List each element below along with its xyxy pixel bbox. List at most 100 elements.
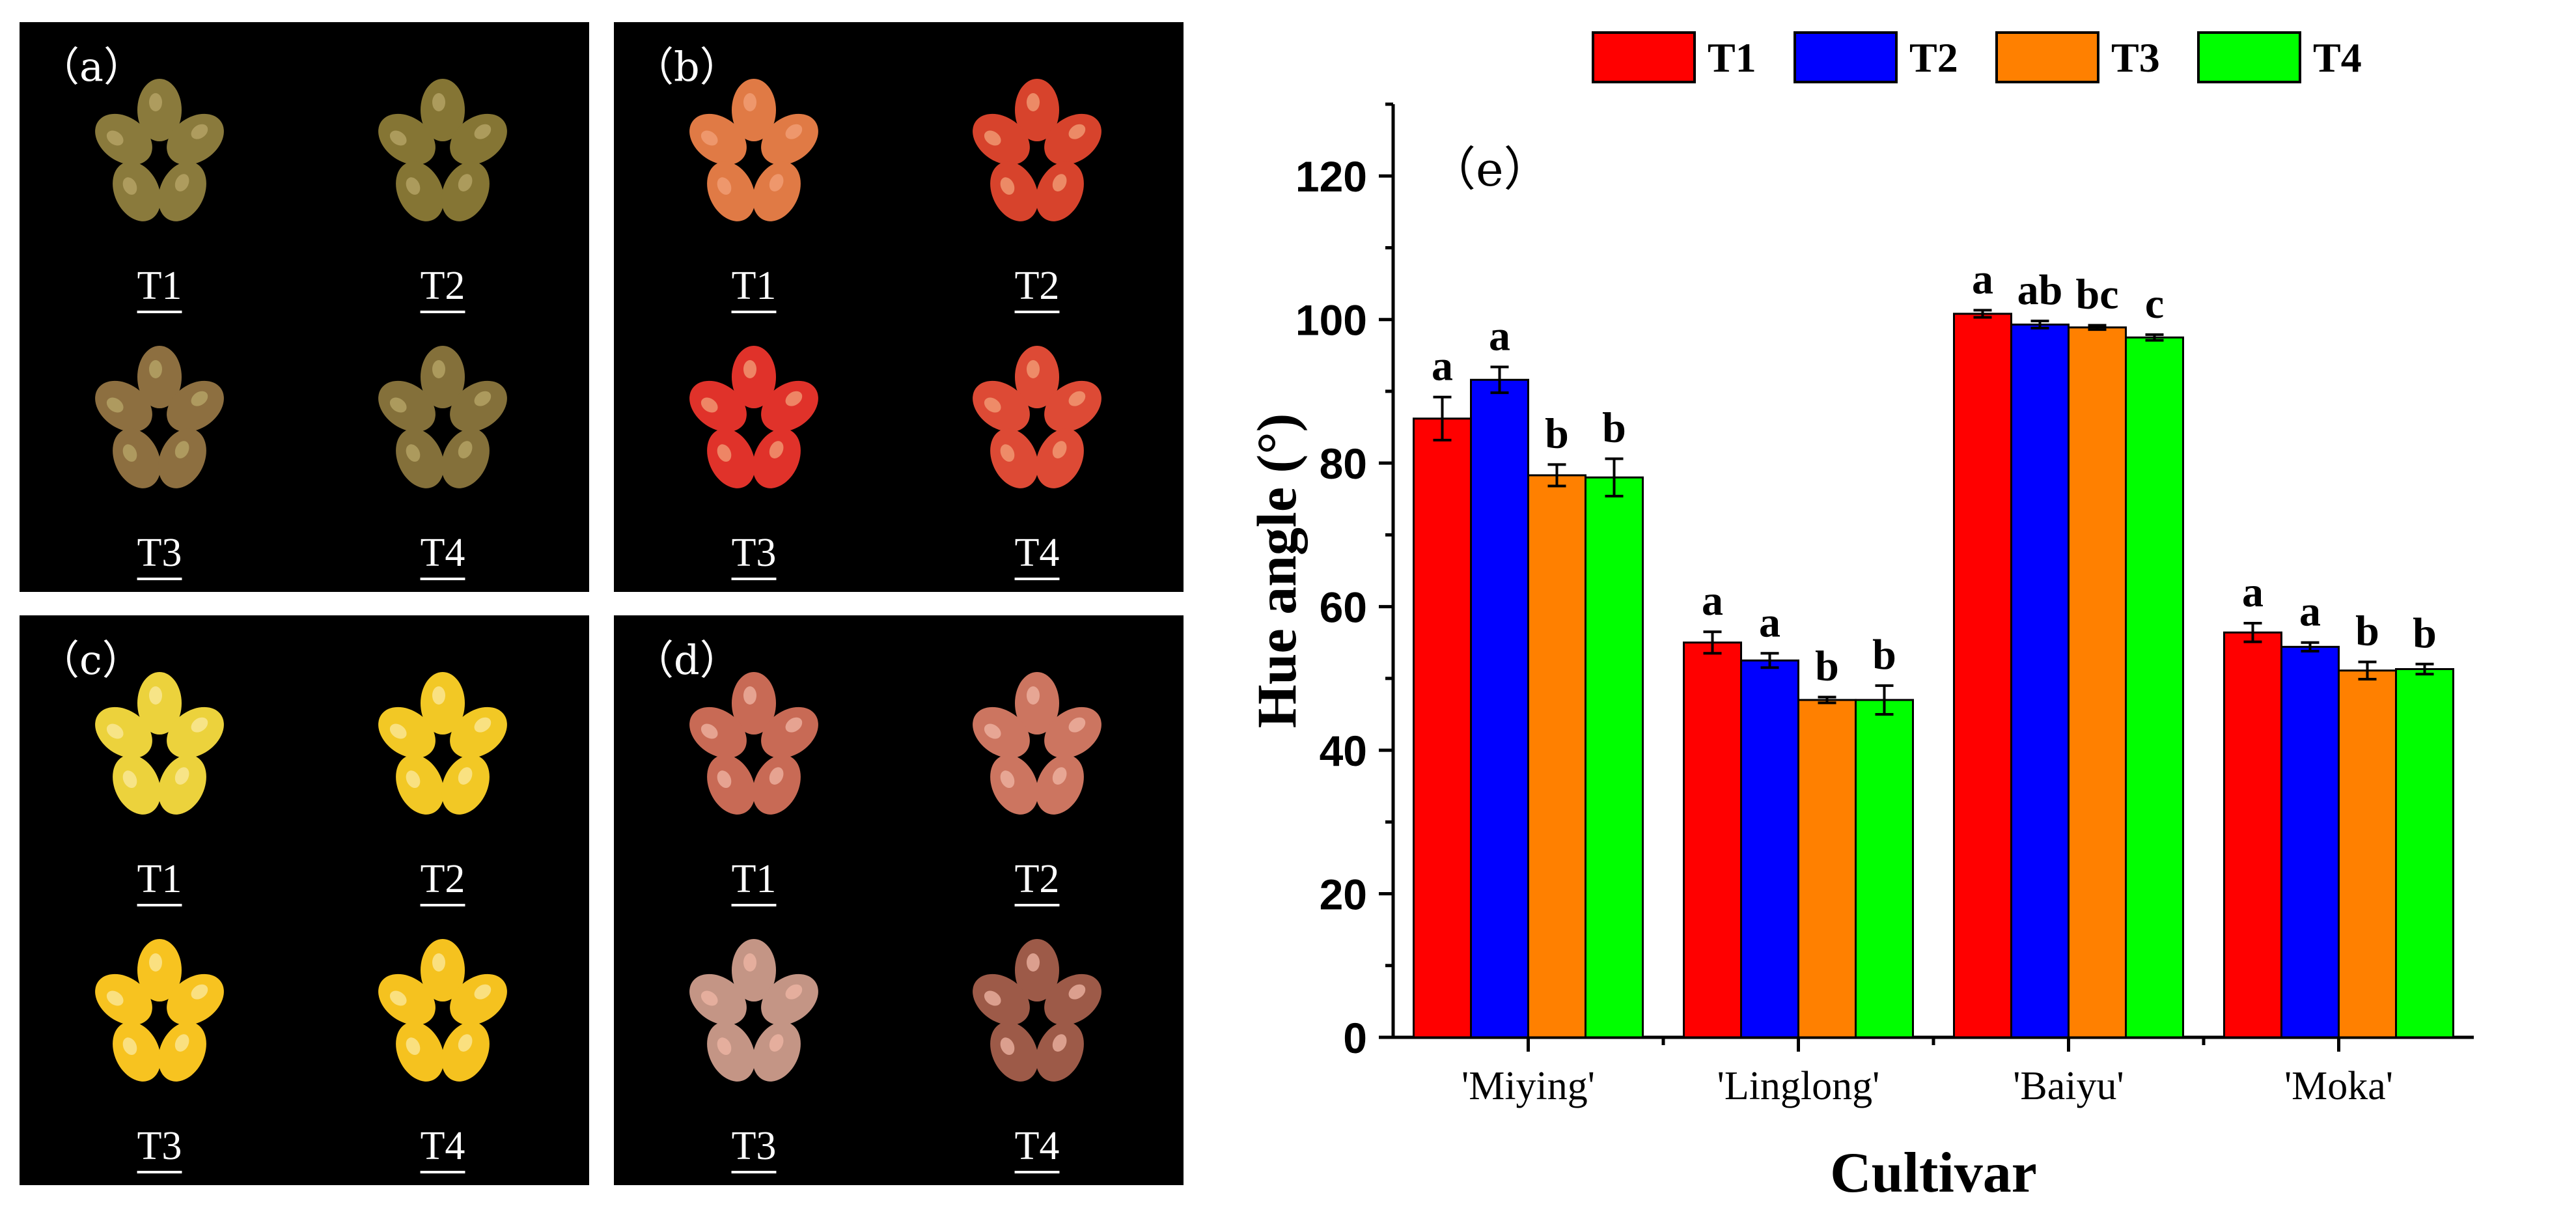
significance-letter: b <box>2355 607 2379 654</box>
tomato-fruit <box>1015 672 1059 735</box>
treatment-label: T2 <box>420 857 465 901</box>
tomato-fruit <box>167 380 224 432</box>
tomato-fruit <box>689 974 747 1026</box>
fruit-cluster-image <box>973 346 1101 488</box>
legend-swatch <box>1592 31 1696 83</box>
bar-t3 <box>1797 699 1857 1039</box>
bar-t4 <box>2125 336 2184 1039</box>
significance-letter: b <box>1815 643 1839 690</box>
tomato-fruit <box>689 113 747 165</box>
fruit-group-t1: T1 <box>656 68 852 335</box>
tomato-fruit <box>378 707 436 759</box>
tomato-fruit <box>95 380 152 432</box>
bar-t1 <box>1413 417 1472 1039</box>
photo-panel-d: （d） T1 T2 T3 T4 <box>614 615 1184 1185</box>
tomato-fruit <box>761 707 818 759</box>
legend-label: T1 <box>1708 35 1756 81</box>
treatment-label: T2 <box>420 264 465 308</box>
tomato-fruit <box>450 974 507 1026</box>
legend-label: T4 <box>2313 35 2362 81</box>
tomato-fruit <box>167 974 224 1026</box>
bar-t1 <box>2223 631 2282 1039</box>
tomato-fruit <box>1044 707 1101 759</box>
tomato-fruit <box>753 161 801 221</box>
photo-panel-c: （c） T1 T2 T3 T4 <box>20 615 589 1185</box>
tomato-fruit <box>450 113 507 165</box>
fruit-cluster-image <box>378 346 507 488</box>
tomato-fruit <box>396 161 444 221</box>
treatment-label: T2 <box>1014 857 1060 901</box>
treatment-label: T2 <box>1014 264 1060 308</box>
error-bar <box>2145 333 2164 342</box>
tomato-fruit <box>113 755 161 815</box>
fruit-cluster-image <box>689 672 818 815</box>
fruit-group-t4: T4 <box>939 335 1135 602</box>
fruit-group-t4: T4 <box>939 928 1135 1195</box>
treatment-label: T4 <box>1014 531 1060 575</box>
fruit-group-t1: T1 <box>62 68 257 335</box>
treatment-label: T1 <box>731 264 777 308</box>
error-bar <box>1760 652 1779 669</box>
bar-t3 <box>2338 669 2397 1039</box>
legend-label: T2 <box>1909 35 1958 81</box>
tomato-fruit <box>707 428 755 488</box>
tomato-fruit <box>158 1022 206 1082</box>
tomato-fruit <box>753 428 801 488</box>
bar-t4 <box>2395 668 2454 1039</box>
tomato-fruit <box>689 707 747 759</box>
tomato-fruit <box>1044 380 1101 432</box>
fruit-group-t2: T2 <box>345 68 540 335</box>
treatment-label: T3 <box>137 1124 182 1168</box>
x-tick-label: 'Linglong' <box>1717 1064 1880 1108</box>
y-tick-label: 80 <box>1320 440 1367 488</box>
tomato-fruit <box>421 79 465 141</box>
bar-t1 <box>1953 313 2012 1039</box>
error-bar <box>2030 319 2049 329</box>
bar-t4 <box>1855 699 1914 1039</box>
fruit-cluster-image <box>378 79 507 221</box>
tomato-fruit <box>441 755 490 815</box>
tomato-fruit <box>158 161 206 221</box>
tomato-fruit <box>973 974 1030 1026</box>
fruit-cluster-image <box>378 939 507 1082</box>
tomato-fruit <box>1015 346 1059 408</box>
error-bar <box>2243 621 2262 643</box>
fruit-cluster-image <box>973 672 1101 815</box>
legend-swatch <box>1794 31 1898 83</box>
significance-letter: bc <box>2076 271 2119 318</box>
significance-letter: c <box>2145 280 2164 328</box>
tomato-fruit <box>421 939 465 1002</box>
fruit-group-t4: T4 <box>345 928 540 1195</box>
treatment-label: T1 <box>137 857 182 901</box>
tomato-fruit <box>113 1022 161 1082</box>
significance-letter: a <box>1759 598 1780 646</box>
tomato-fruit <box>441 1022 490 1082</box>
panel-label: （b） <box>633 43 740 91</box>
tomato-fruit <box>761 113 818 165</box>
x-axis-title: Cultivar <box>1830 1142 2037 1205</box>
tomato-fruit <box>95 974 152 1026</box>
treatment-label: T1 <box>137 264 182 308</box>
treatment-label: T4 <box>420 1124 465 1168</box>
tomato-fruit <box>158 755 206 815</box>
tomato-fruit <box>450 380 507 432</box>
significance-letter: a <box>1432 343 1453 390</box>
fruit-cluster-image <box>973 79 1101 221</box>
significance-letter: b <box>1872 631 1896 679</box>
bar-t2 <box>2010 323 2070 1039</box>
tomato-fruit <box>689 380 747 432</box>
error-bar <box>1703 630 1722 655</box>
bar-t1 <box>1683 641 1742 1039</box>
y-tick-label: 20 <box>1320 871 1367 919</box>
y-tick-label: 0 <box>1343 1014 1367 1062</box>
tomato-fruit <box>1036 161 1084 221</box>
tomato-fruit <box>378 974 436 1026</box>
bar-t2 <box>1740 659 1799 1039</box>
fruit-cluster-image <box>95 672 224 815</box>
error-bar <box>2301 641 2320 652</box>
y-tick-label: 120 <box>1295 152 1367 201</box>
tomato-fruit <box>137 79 182 141</box>
error-bar <box>2088 324 2107 331</box>
tomato-fruit <box>421 672 465 735</box>
tomato-fruit <box>95 113 152 165</box>
